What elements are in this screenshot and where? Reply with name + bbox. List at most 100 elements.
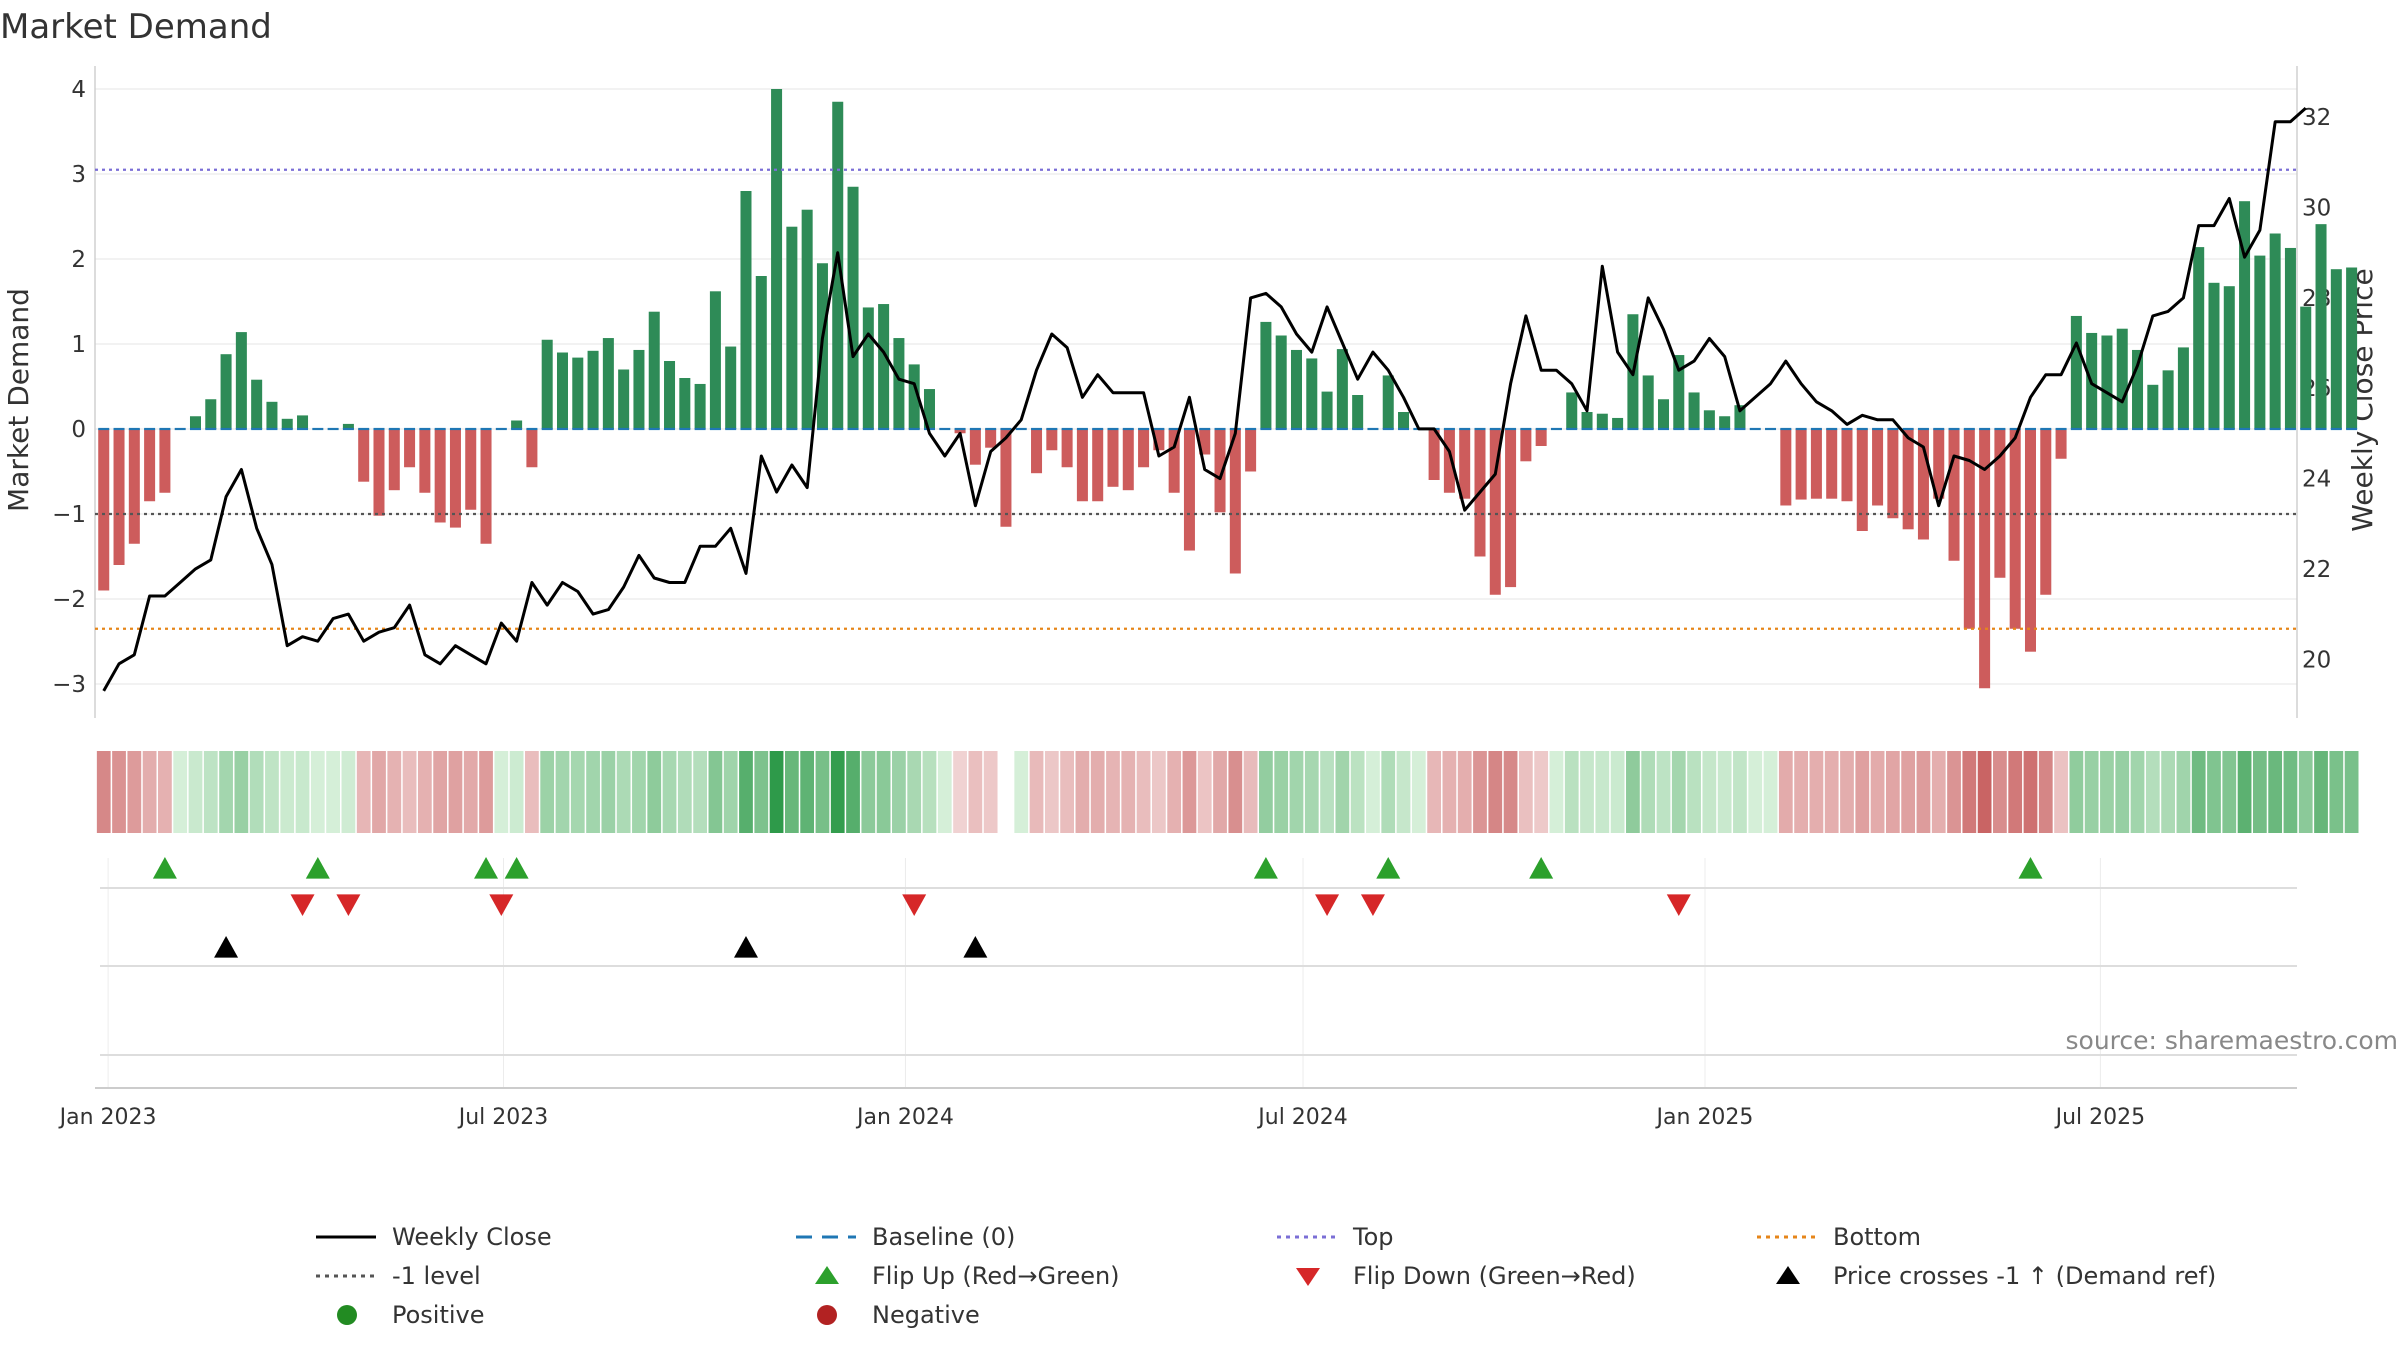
heat-strip-cell bbox=[1580, 751, 1594, 833]
demand-bar bbox=[1183, 429, 1195, 551]
heat-strip-cell bbox=[555, 751, 570, 833]
demand-bar bbox=[602, 338, 614, 429]
demand-bar bbox=[159, 429, 171, 493]
demand-bar bbox=[2055, 429, 2067, 459]
heat-strip-cell bbox=[1106, 751, 1120, 833]
heat-strip-cell bbox=[937, 751, 952, 833]
heat-strip-cell bbox=[280, 751, 295, 833]
demand-bar bbox=[694, 383, 706, 429]
heat-strip-cell bbox=[1748, 751, 1763, 833]
demand-bar bbox=[556, 352, 568, 429]
heat-strip-cell bbox=[754, 751, 769, 833]
heat-strip-cell bbox=[1167, 751, 1182, 833]
demand-bar bbox=[1260, 321, 1272, 429]
heat-strip-cell bbox=[2145, 751, 2160, 833]
demand-bar bbox=[1428, 429, 1440, 480]
demand-bar bbox=[2330, 269, 2342, 429]
heat-strip-cell bbox=[402, 751, 417, 833]
x-tick-label: Jul 2025 bbox=[2054, 1105, 2146, 1130]
demand-bar bbox=[1581, 412, 1593, 429]
heat-strip-cell bbox=[1335, 751, 1350, 833]
demand-bar bbox=[541, 339, 553, 429]
demand-bar bbox=[1092, 429, 1104, 502]
heat-strip-cell bbox=[815, 751, 830, 833]
demand-bar bbox=[1306, 358, 1318, 429]
heat-strip-cell bbox=[2298, 751, 2313, 833]
demand-bar bbox=[572, 357, 584, 429]
demand-bar bbox=[1199, 429, 1211, 455]
flip-up-marker bbox=[474, 857, 499, 879]
heat-strip-cell bbox=[953, 751, 967, 833]
heat-strip-cell bbox=[2207, 751, 2221, 833]
heat-strip-cell bbox=[586, 751, 600, 833]
heat-strip-cell bbox=[1090, 751, 1105, 833]
demand-bar bbox=[740, 191, 752, 429]
flip-up-marker bbox=[2018, 857, 2043, 879]
heat-strip-cell bbox=[1763, 751, 1778, 833]
heat-strip-cell bbox=[1427, 751, 1441, 833]
demand-bar bbox=[771, 89, 783, 429]
heat-strip-cell bbox=[1733, 751, 1747, 833]
heat-strip-cell bbox=[525, 751, 539, 833]
chart-title: Market Demand bbox=[0, 7, 272, 47]
demand-bar bbox=[725, 346, 737, 429]
heat-strip-cell bbox=[2069, 751, 2084, 833]
y-tick-left: −3 bbox=[52, 672, 86, 698]
demand-bar bbox=[1856, 429, 1868, 531]
heat-strip-cell bbox=[846, 751, 860, 833]
demand-bar bbox=[1917, 429, 1929, 540]
heat-strip-cell bbox=[433, 751, 448, 833]
heat-strip-cell bbox=[1947, 751, 1961, 833]
price-cross-marker bbox=[963, 936, 988, 958]
heat-strip-cell bbox=[234, 751, 249, 833]
demand-bar bbox=[1122, 429, 1134, 491]
heat-strip-cell bbox=[1029, 751, 1044, 833]
heat-strip-cell bbox=[173, 751, 188, 833]
heat-strip-cell bbox=[188, 751, 203, 833]
demand-bar bbox=[1153, 429, 1165, 451]
heat-strip-cell bbox=[601, 751, 616, 833]
flip-up-marker bbox=[1529, 857, 1554, 879]
x-tick-label: Jan 2023 bbox=[58, 1105, 157, 1130]
flip-up-marker bbox=[1253, 857, 1278, 879]
demand-bar bbox=[1352, 395, 1364, 429]
demand-bar bbox=[1780, 429, 1792, 506]
heat-strip-cell bbox=[723, 751, 738, 833]
demand-bar bbox=[1902, 429, 1914, 530]
demand-bar bbox=[373, 429, 385, 516]
heat-strip-cell bbox=[295, 751, 310, 833]
demand-bar bbox=[2116, 328, 2128, 429]
y-tick-right: 30 bbox=[2302, 196, 2331, 222]
demand-bar bbox=[1046, 429, 1058, 451]
demand-bar bbox=[908, 364, 920, 429]
demand-bar bbox=[923, 389, 935, 429]
demand-bar bbox=[1061, 429, 1073, 468]
demand-bar bbox=[526, 429, 538, 468]
flip-down-marker bbox=[290, 894, 315, 916]
heat-strip-cell bbox=[693, 751, 707, 833]
demand-bar bbox=[189, 416, 201, 429]
demand-bar bbox=[1275, 335, 1287, 429]
heat-strip-cell bbox=[1518, 751, 1533, 833]
flip-down-marker bbox=[489, 894, 514, 916]
heat-strip-cell bbox=[341, 751, 356, 833]
heat-strip-cell bbox=[1075, 751, 1090, 833]
heat-strip-cell bbox=[1411, 751, 1426, 833]
heat-strip-cell bbox=[2344, 751, 2359, 833]
weekly-close-line bbox=[102, 106, 2307, 692]
heat-strip-cell bbox=[784, 751, 799, 833]
heat-strip-cell bbox=[1473, 751, 1487, 833]
demand-bar bbox=[205, 399, 217, 429]
heat-strip-cell bbox=[142, 751, 157, 833]
heat-strip-cell bbox=[1396, 751, 1411, 833]
heat-strip-cell bbox=[1442, 751, 1457, 833]
demand-bar bbox=[1520, 429, 1532, 462]
heat-strip-cell bbox=[1702, 751, 1717, 833]
demand-bar bbox=[2254, 255, 2266, 429]
demand-bar bbox=[1290, 349, 1302, 429]
heat-strip-cell bbox=[830, 751, 845, 833]
heat-strip-cell bbox=[1381, 751, 1396, 833]
demand-bar bbox=[449, 429, 461, 528]
